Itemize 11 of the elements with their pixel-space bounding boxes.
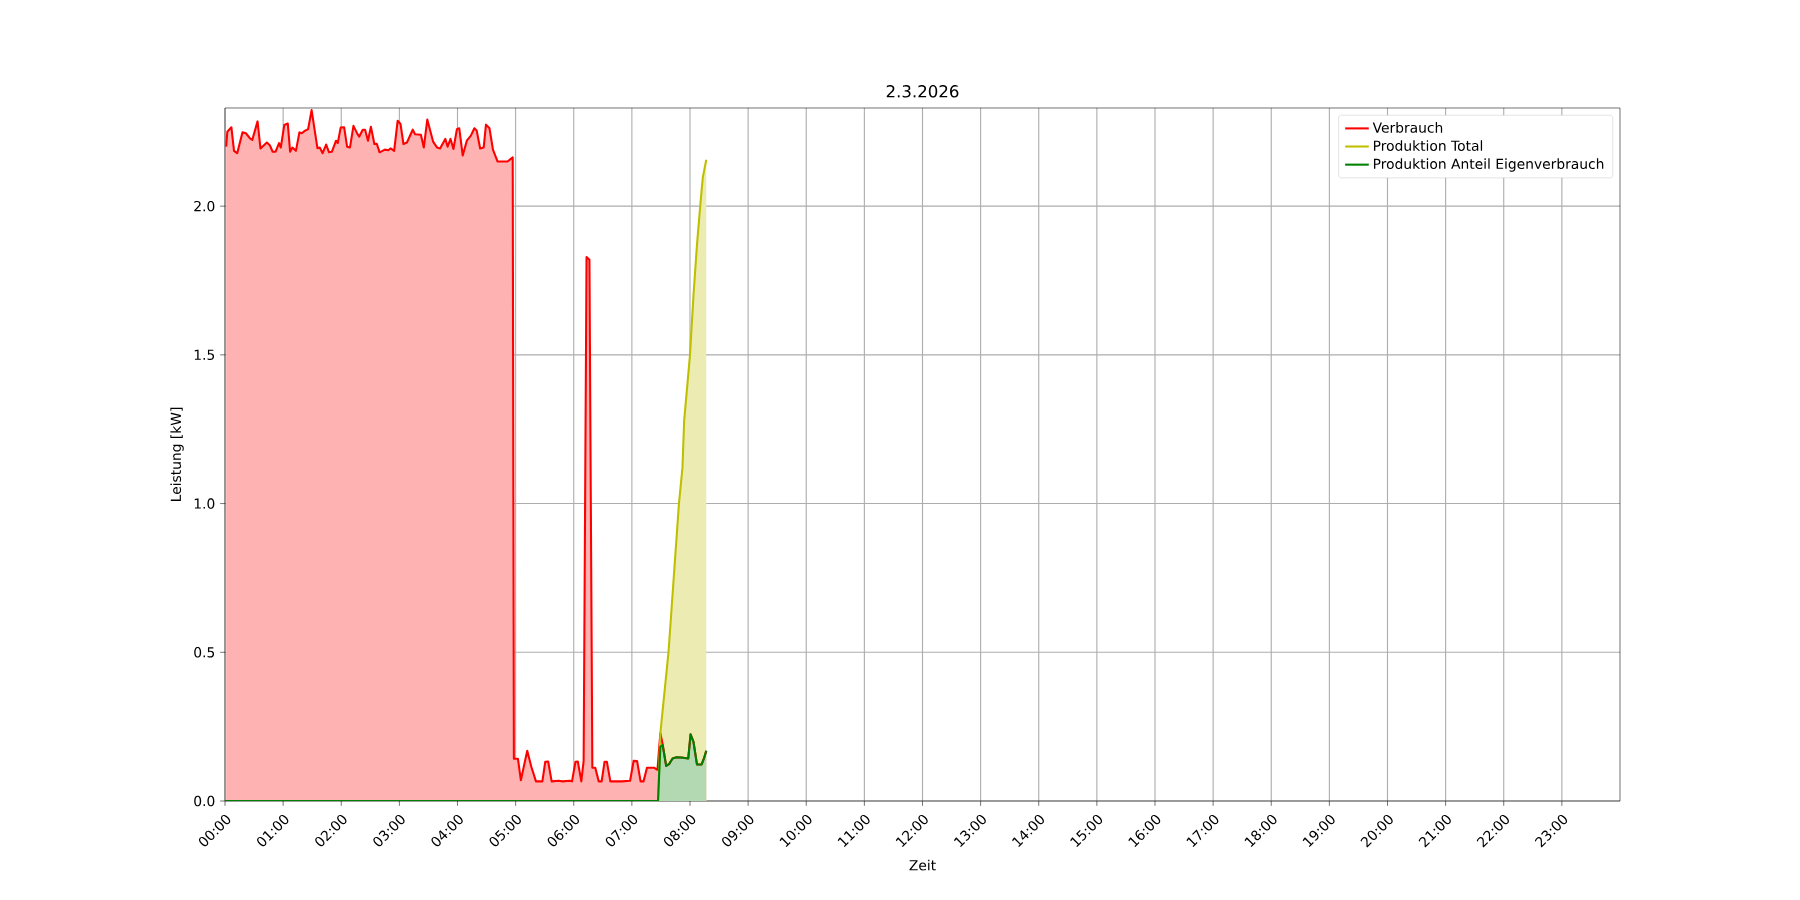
legend-label: Produktion Anteil Eigenverbrauch	[1373, 158, 1604, 172]
y-tick-label: 2.0	[194, 200, 215, 212]
y-tick-label: 1.5	[194, 349, 215, 360]
y-tick-label: 1.0	[194, 498, 215, 509]
y-tick-label: 0.5	[194, 647, 215, 658]
x-axis-title: Zeit	[909, 859, 936, 871]
legend-label: Produktion Total	[1373, 140, 1483, 151]
y-tick-label: 0.0	[194, 795, 215, 807]
legend-label: Verbrauch	[1372, 122, 1443, 133]
chart-title: 2.3.2026	[886, 85, 959, 98]
y-axis-title: Leistung [kW]	[170, 407, 184, 501]
